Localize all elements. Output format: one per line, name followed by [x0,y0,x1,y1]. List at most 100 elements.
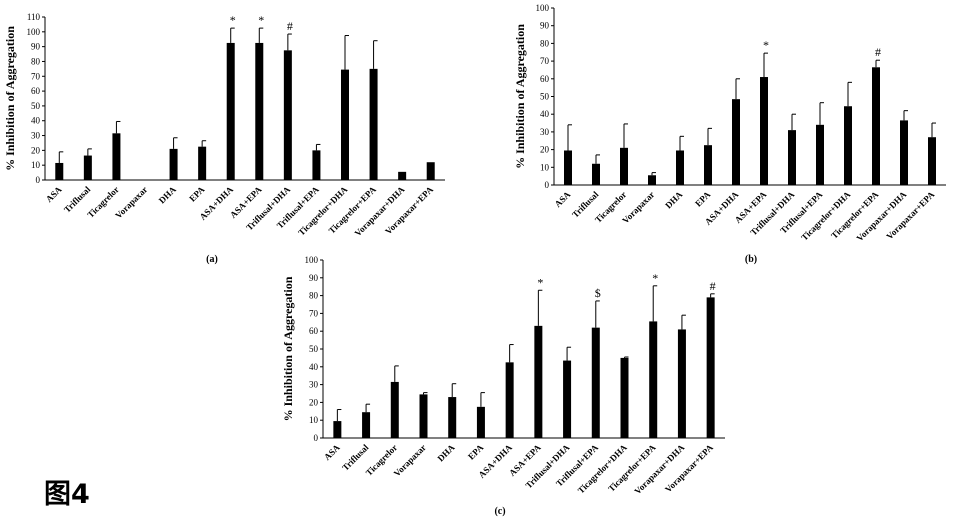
x-tick-label: Vorapaxar+DHA [632,442,686,496]
x-tick-label: EPA [187,184,207,204]
x-tick-label: DHA [663,189,685,211]
bar [677,329,686,438]
bar [563,360,572,438]
y-tick-label: 30 [31,131,41,141]
bar [398,171,407,180]
y-tick-label: 30 [540,127,550,137]
bar [928,137,936,185]
bar [369,68,378,180]
y-tick-label: 30 [309,380,319,390]
bar [872,67,880,185]
bar [362,412,371,438]
significance-marker: # [875,45,881,59]
x-tick-label: Ticagrelor+DHA [576,442,630,496]
significance-marker: * [763,38,769,52]
panel-label: (b) [745,254,757,265]
y-axis-label: % Inhibition of Aggregation [513,24,527,169]
bar [900,120,908,185]
bar [112,133,121,180]
figure-caption: 图4 [44,479,90,510]
x-tick-label: EPA [693,189,713,209]
bar [341,69,349,180]
bar [844,106,852,185]
bar [426,162,435,180]
y-tick-label: 40 [309,362,319,372]
bar [732,99,740,185]
y-tick-label: 50 [31,101,41,111]
significance-marker: # [710,279,716,293]
chart-panel-a: 0 10 20 30 40 50 60 70 80 90 100 110 % Inhibition of… [3,12,445,265]
significance-marker: # [287,19,293,33]
bar [312,150,321,180]
bar [706,297,715,438]
y-tick-label: 100 [536,3,550,13]
bar [505,362,514,438]
y-tick-label: 10 [31,160,41,170]
y-tick-label: 70 [31,71,41,81]
significance-marker: $ [595,286,601,300]
y-axis-label: % Inhibition of Aggregation [3,26,17,171]
significance-marker: * [652,271,658,285]
x-tick-label: ASA [44,184,64,204]
y-tick-label: 10 [309,415,319,425]
y-tick-label: 80 [540,38,550,48]
y-tick-label: 50 [540,92,550,102]
y-tick-label: 100 [27,27,41,37]
bar [648,175,656,185]
x-tick-label: Ticagrelor+DHA [296,184,350,238]
x-tick-label: Ticagrelor+DHA [799,189,853,243]
significance-marker: * [258,13,264,27]
y-tick-label: 70 [540,56,550,66]
y-tick-label: 80 [31,56,41,66]
y-tick-label: 40 [31,116,41,126]
y-tick-label: 50 [309,344,319,354]
bar [704,145,712,185]
chart-panel-b: 0 10 20 30 40 50 60 70 80 90 100 % Inhibition of Ag… [513,3,946,265]
y-tick-label: 90 [31,42,41,52]
y-tick-label: 80 [309,291,319,301]
bar [333,421,342,438]
bar [620,357,629,438]
y-tick-label: 20 [309,397,319,407]
y-tick-label: 100 [305,255,319,265]
bar [760,77,768,185]
bar [255,42,264,180]
bar [448,397,457,438]
y-tick-label: 60 [540,74,550,84]
y-tick-label: 0 [314,433,319,443]
bar [591,327,600,438]
significance-marker: * [230,13,236,27]
bar [620,147,628,185]
bar [390,381,399,438]
y-tick-label: 90 [309,273,319,283]
x-tick-label: EPA [466,442,486,462]
bar [534,325,543,438]
y-tick-label: 110 [27,12,41,22]
bar [649,321,658,438]
y-tick-label: 90 [540,21,550,31]
y-axis-label: % Inhibition of Aggregation [281,276,295,421]
x-tick-label: Vorapaxar+DHA [854,189,908,243]
y-tick-label: 0 [36,175,41,185]
bar [55,162,64,180]
y-tick-label: 20 [540,145,550,155]
bar [169,148,178,180]
bar [83,155,92,180]
bar [476,406,485,438]
panel-label: (a) [206,254,218,265]
panel-label: (c) [494,506,505,517]
y-tick-label: 40 [540,109,550,119]
bar [283,50,292,180]
y-tick-label: 20 [31,145,41,155]
y-tick-label: 0 [545,180,550,190]
bar [676,150,684,185]
bar [592,163,600,185]
x-tick-label: ASA [322,442,342,462]
significance-marker: * [537,275,543,289]
x-tick-label: ASA [553,189,573,209]
x-tick-label: Vorapaxar+DHA [353,184,407,238]
x-tick-label: DHA [435,442,457,464]
bar [198,146,207,180]
y-tick-label: 70 [309,308,319,318]
